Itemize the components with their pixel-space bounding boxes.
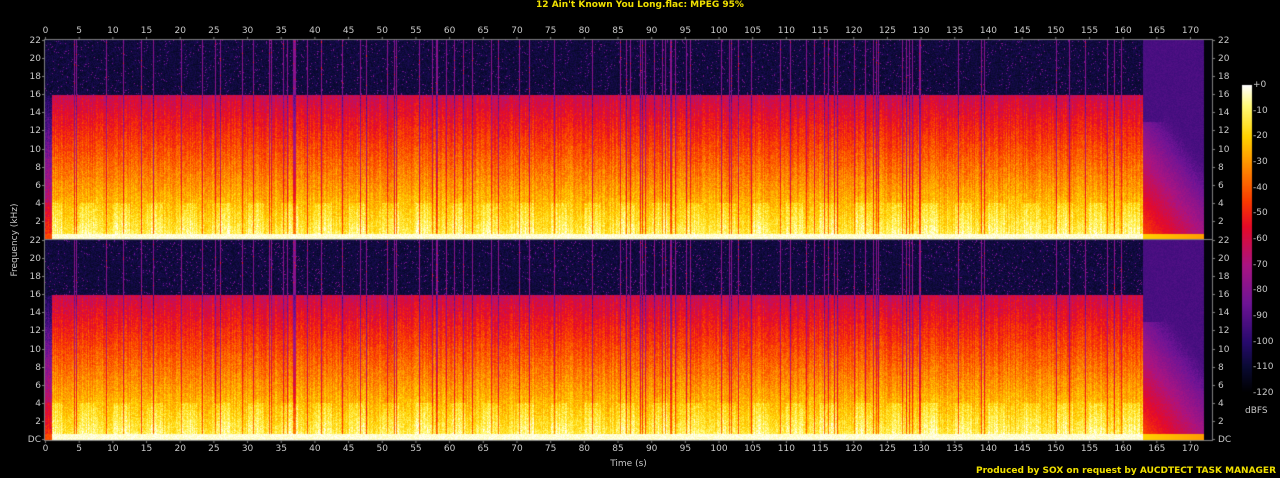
chart-title: 12 Ain't Known You Long.flac: MPEG 95% xyxy=(536,0,744,10)
footer-credit: Produced by SOX on request by AUCDTECT T… xyxy=(976,466,1276,476)
colorbar-unit: dBFS xyxy=(1245,406,1268,416)
x-axis-label: Time (s) xyxy=(610,459,647,469)
y-axis-label: Frequency (kHz) xyxy=(10,203,20,277)
